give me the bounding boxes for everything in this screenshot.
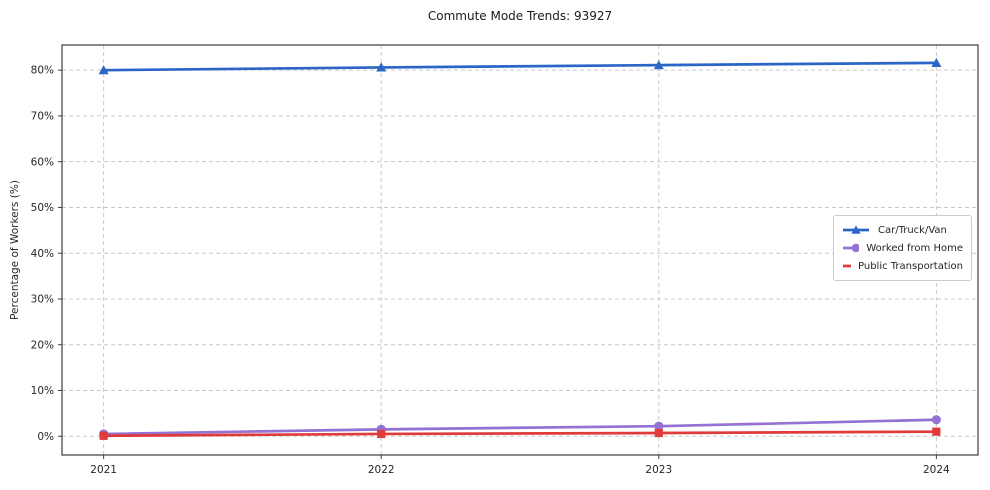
y-tick-label: 60% [31, 156, 54, 168]
square-marker-icon [99, 431, 108, 440]
legend: Car/Truck/Van Worked from Home Public Tr… [833, 215, 972, 281]
circle-marker-icon [851, 243, 860, 253]
y-tick-label: 20% [31, 339, 54, 351]
y-tick-label: 50% [31, 202, 54, 214]
series-line-worked-from-home [102, 418, 938, 436]
circle-marker-icon [654, 421, 664, 431]
series-line-car-truck-van [102, 61, 938, 72]
y-tick-label: 0% [37, 431, 54, 443]
y-tick-label: 40% [31, 248, 54, 260]
plot-frame [61, 44, 979, 456]
square-marker-icon [932, 427, 941, 436]
legend-label: Worked from Home [866, 242, 963, 254]
chart-title: Commute Mode Trends: 93927 [427, 9, 613, 23]
x-tick-label: 2024 [923, 464, 950, 476]
triangle-marker-icon [851, 225, 861, 234]
square-marker-icon [377, 429, 386, 439]
series-line-public-transportation [102, 430, 938, 438]
triangle-marker-icon [98, 65, 109, 75]
circle-marker-icon [843, 243, 860, 253]
x-tick-label: 2021 [90, 464, 117, 476]
triangle-marker-icon [843, 225, 869, 234]
legend-entry-car-truck-van: Car/Truck/Van [841, 221, 963, 239]
legend-label: Car/Truck/Van [878, 224, 947, 236]
square-marker-icon [843, 264, 852, 268]
triangle-marker-icon [653, 60, 664, 70]
legend-entry-worked-from-home: Worked from Home [841, 239, 963, 257]
y-tick-label: 70% [31, 110, 54, 122]
y-tick-label: 10% [31, 385, 54, 397]
x-tick-label: 2022 [368, 464, 395, 476]
square-marker-icon [654, 428, 663, 438]
x-tick-label: 2023 [645, 464, 672, 476]
y-tick-label: 80% [31, 65, 54, 77]
triangle-marker-icon [376, 62, 387, 72]
legend-entry-public-transportation: Public Transportation [841, 257, 963, 275]
legend-label: Public Transportation [858, 260, 963, 272]
circle-marker-icon [931, 415, 941, 425]
triangle-marker-icon [931, 57, 942, 67]
y-tick-label: 30% [31, 294, 54, 306]
